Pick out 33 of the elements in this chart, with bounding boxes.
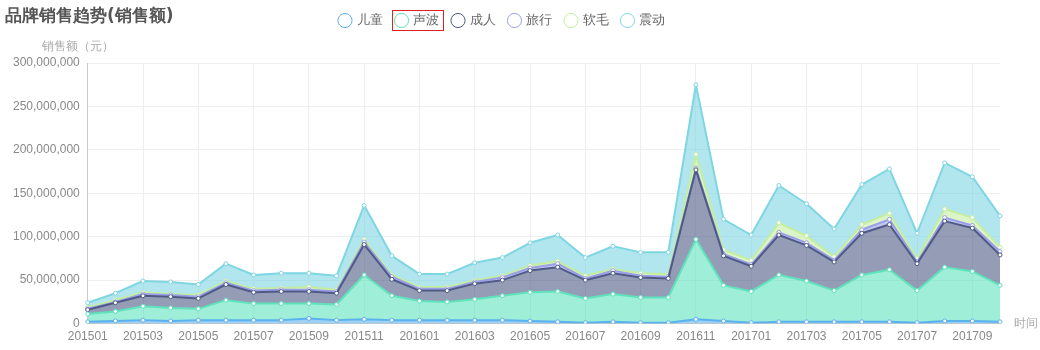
x-tick-label: 201503: [123, 329, 164, 344]
y-tick-label: 50,000,000: [19, 272, 81, 287]
x-tick-label: 201705: [841, 329, 883, 344]
legend-label: 声波: [413, 12, 439, 28]
y-tick-label: 250,000,000: [13, 98, 81, 113]
x-tick-label: 201603: [454, 329, 496, 344]
chart-title: 品牌销售趋势(销售额): [5, 4, 174, 27]
legend-label: 震动: [639, 12, 665, 28]
x-tick-label: 201501: [67, 329, 109, 344]
y-axis-title: 销售额（元）: [40, 39, 114, 54]
legend-label: 软毛: [582, 12, 609, 28]
x-tick-label: 201507: [233, 329, 274, 344]
x-tick-label: 201701: [731, 329, 772, 344]
x-tick-label: 201611: [676, 329, 716, 344]
y-tick-label: 200,000,000: [13, 142, 81, 157]
x-tick-label: 201605: [510, 329, 551, 344]
x-tick-label: 201607: [565, 329, 606, 344]
x-tick-label: 201509: [288, 329, 330, 344]
legend-label: 儿童: [356, 12, 383, 28]
x-tick-label: 201703: [786, 329, 827, 344]
x-tick-label: 201511: [344, 329, 385, 344]
x-axis-title: 时间: [1014, 315, 1038, 330]
x-tick-label: 201709: [952, 329, 993, 344]
legend-label: 成人: [469, 12, 496, 28]
y-tick-label: 300,000,000: [13, 55, 81, 70]
legend-label: 旅行: [526, 12, 552, 28]
y-tick-label: 150,000,000: [13, 185, 81, 200]
x-tick-label: 201609: [620, 329, 661, 344]
y-tick-label: 0: [73, 315, 81, 330]
x-tick-label: 201707: [897, 329, 938, 344]
x-tick-label: 201505: [178, 329, 219, 344]
y-tick-label: 100,000,000: [13, 229, 81, 244]
x-tick-label: 201601: [399, 329, 440, 344]
